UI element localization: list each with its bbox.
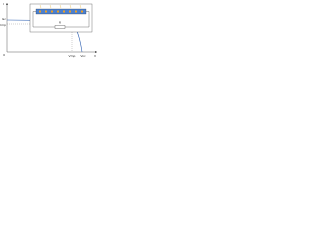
- page: {"axes":{"y_label":"I","x_label":"V","or…: [0, 0, 320, 60]
- light-rays: [39, 4, 82, 9]
- inset: R: [29, 3, 93, 33]
- isc-label: Isc: [2, 17, 6, 21]
- load-label: R: [59, 21, 61, 25]
- solar-cell: [35, 8, 87, 15]
- circuit-wire: [32, 11, 90, 28]
- imp-label: Imp: [0, 23, 6, 27]
- vmp-label: Vmp: [69, 54, 76, 58]
- origin-label: 0: [3, 53, 5, 57]
- cell-contacts: [39, 10, 83, 13]
- y-label: I: [3, 2, 4, 6]
- load-resistor: [54, 25, 66, 29]
- voc-label: Voc: [80, 54, 86, 58]
- x-label: V: [94, 54, 97, 58]
- diagram: I V 0 Isc Imp Vmp Voc R: [0, 0, 100, 60]
